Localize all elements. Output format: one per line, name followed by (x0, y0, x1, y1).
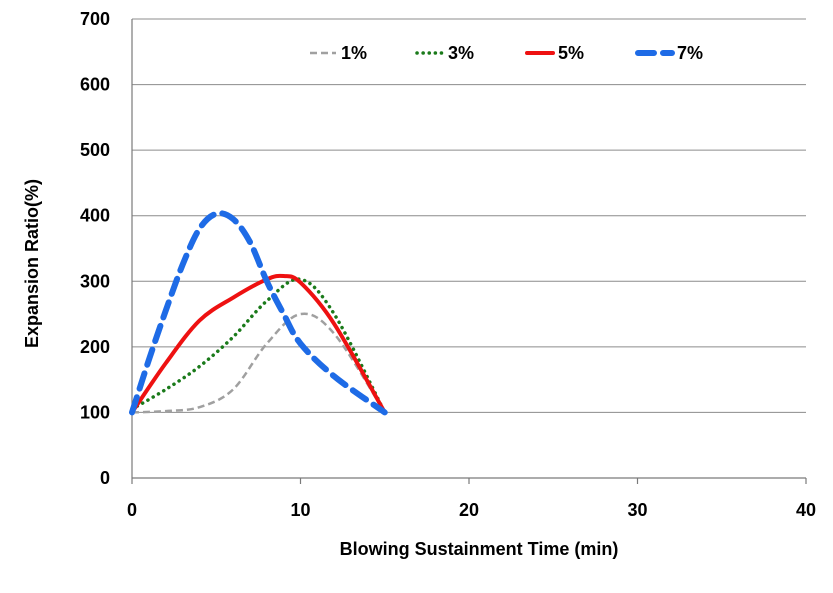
x-axis-label: Blowing Sustainment Time (min) (340, 539, 619, 559)
y-tick-label: 0 (100, 468, 110, 488)
series-line-3pct (130, 277, 387, 415)
y-tick-label: 300 (80, 271, 110, 291)
x-tick-label: 40 (796, 500, 816, 520)
y-axis-label: Expansion Ratio(%) (22, 179, 42, 348)
x-tick-label: 20 (459, 500, 479, 520)
legend-label: 7% (677, 43, 703, 63)
x-tick-label: 0 (127, 500, 137, 520)
y-tick-label: 600 (80, 75, 110, 95)
y-tick-labels: 0 100 200 300 400 500 600 700 (80, 9, 110, 488)
y-tick-label: 500 (80, 140, 110, 160)
y-tick-label: 100 (80, 402, 110, 422)
x-tick-label: 30 (627, 500, 647, 520)
series-line-7pct (129, 210, 388, 416)
y-tick-label: 200 (80, 337, 110, 357)
legend-label: 5% (558, 43, 584, 63)
legend-label: 1% (341, 43, 367, 63)
gridlines (132, 18, 806, 413)
x-tick-label: 10 (290, 500, 310, 520)
legend-label: 3% (448, 43, 474, 63)
series-line-1pct (131, 312, 386, 414)
legend: 1% 3% 5% 7% (310, 43, 703, 63)
axes (131, 19, 807, 484)
series-line-5pct (130, 273, 387, 415)
y-tick-label: 400 (80, 206, 110, 226)
x-tick-labels: 0 10 20 30 40 (127, 500, 816, 520)
y-tick-label: 700 (80, 9, 110, 29)
series-lines (129, 210, 388, 416)
